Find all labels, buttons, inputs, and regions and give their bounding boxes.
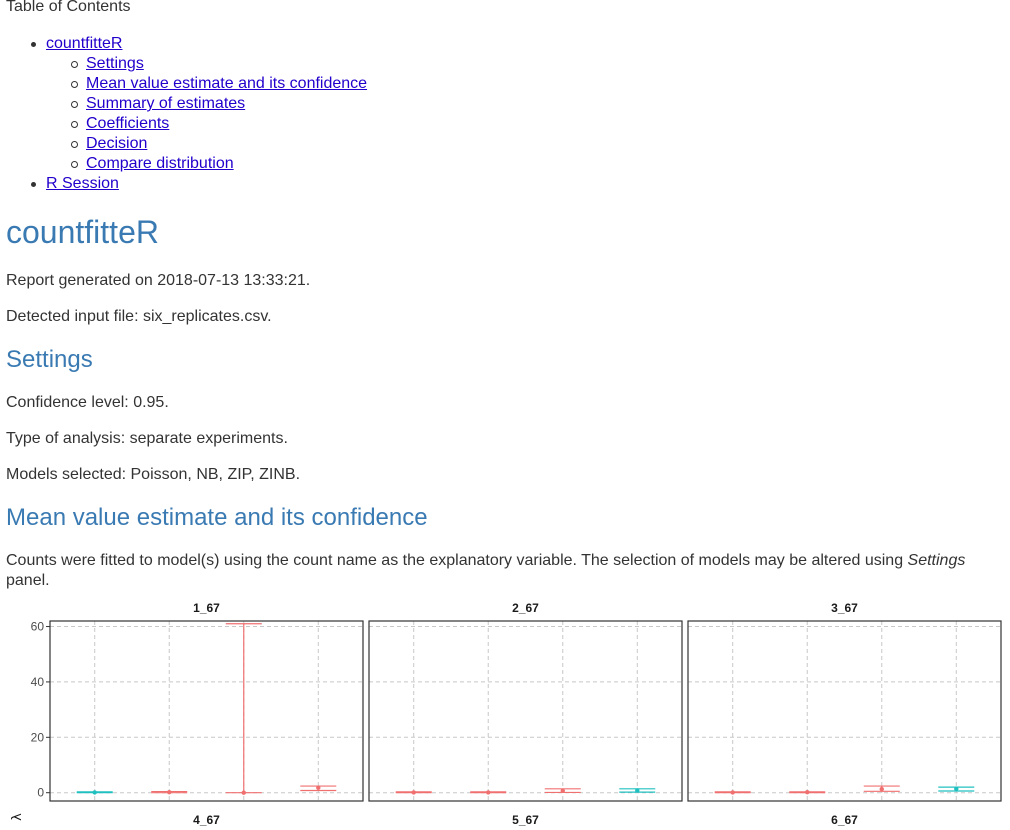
panel-title: 4_67 — [193, 813, 220, 827]
toc-link-countfitter[interactable]: countfitteR — [46, 35, 123, 52]
toc-link-mean-value[interactable]: Mean value estimate and its confidence — [86, 75, 368, 92]
mean-estimate-chart: 0 20 40 60 1_67 2_67 3_67 4_67 5_67 6_67 λ — [10, 601, 1002, 827]
panel-title: 3_67 — [831, 601, 858, 615]
toc-item-summary: Summary of estimates — [71, 94, 367, 114]
circle-bullet-icon — [71, 101, 78, 108]
toc-item-decision: Decision — [71, 134, 367, 154]
circle-bullet-icon — [71, 121, 78, 128]
estimate-point — [167, 789, 172, 795]
panel-border — [49, 620, 364, 802]
toc-link-r-session[interactable]: R Session — [46, 175, 119, 192]
y-axis-label: λ — [10, 813, 25, 821]
description-text-end: panel. — [6, 572, 50, 589]
toc-item-settings: Settings — [71, 54, 367, 74]
panel-border — [687, 620, 1002, 802]
estimate-point — [805, 789, 810, 795]
estimate-point — [560, 788, 565, 793]
circle-bullet-icon — [71, 161, 78, 168]
estimate-point — [92, 790, 97, 795]
toc-link-settings[interactable]: Settings — [86, 55, 144, 72]
toc-item-compare: Compare distribution — [71, 154, 367, 174]
toc-item-countfitter: countfitteR — [31, 34, 367, 54]
panel-title: 5_67 — [512, 813, 539, 827]
y-tick-label: 20 — [31, 730, 45, 744]
toc-item-r-session: R Session — [31, 174, 367, 194]
estimate-point — [954, 786, 959, 792]
input-file-text: Detected input file: six_replicates.csv. — [6, 308, 272, 325]
panel-title: 6_67 — [831, 813, 858, 827]
bullet-icon — [31, 42, 36, 47]
settings-emphasis: Settings — [907, 552, 966, 569]
page-title: countfitteR — [6, 214, 159, 250]
panel-title: 2_67 — [512, 601, 539, 615]
estimate-point — [241, 790, 246, 795]
circle-bullet-icon — [71, 61, 78, 68]
toc-link-compare[interactable]: Compare distribution — [86, 155, 234, 172]
bullet-icon — [31, 182, 36, 187]
estimate-point — [635, 788, 640, 793]
confidence-level-text: Confidence level: 0.95. — [6, 394, 169, 411]
toc-link-coefficients[interactable]: Coefficients — [86, 115, 170, 132]
report-generated-text: Report generated on 2018-07-13 13:33:21. — [6, 272, 311, 289]
analysis-type-text: Type of analysis: separate experiments. — [6, 430, 288, 447]
mean-value-description: Counts were fitted to model(s) using the… — [6, 551, 1006, 591]
panel-title: 1_67 — [193, 601, 220, 615]
settings-heading: Settings — [6, 346, 93, 373]
circle-bullet-icon — [71, 141, 78, 148]
estimate-point — [879, 786, 884, 792]
toc-link-decision[interactable]: Decision — [86, 135, 148, 152]
toc-item-coefficients: Coefficients — [71, 114, 367, 134]
y-tick-label: 0 — [37, 786, 44, 800]
toc-item-mean-value: Mean value estimate and its confidence — [71, 74, 368, 94]
y-tick-label: 40 — [31, 675, 45, 689]
estimate-point — [411, 790, 416, 795]
toc-link-summary[interactable]: Summary of estimates — [86, 95, 246, 112]
estimate-point — [486, 790, 491, 795]
description-text: Counts were fitted to model(s) using the… — [6, 552, 908, 569]
models-selected-text: Models selected: Poisson, NB, ZIP, ZINB. — [6, 466, 301, 483]
table-of-contents: countfitteR Settings Mean value estimate… — [31, 34, 368, 194]
estimate-point — [730, 790, 735, 795]
toc-title: Table of Contents — [6, 0, 131, 15]
y-tick-label: 60 — [31, 620, 45, 634]
panel-border — [368, 620, 683, 802]
circle-bullet-icon — [71, 81, 78, 88]
estimate-point — [316, 785, 321, 790]
mean-value-heading: Mean value estimate and its confidence — [6, 504, 428, 531]
